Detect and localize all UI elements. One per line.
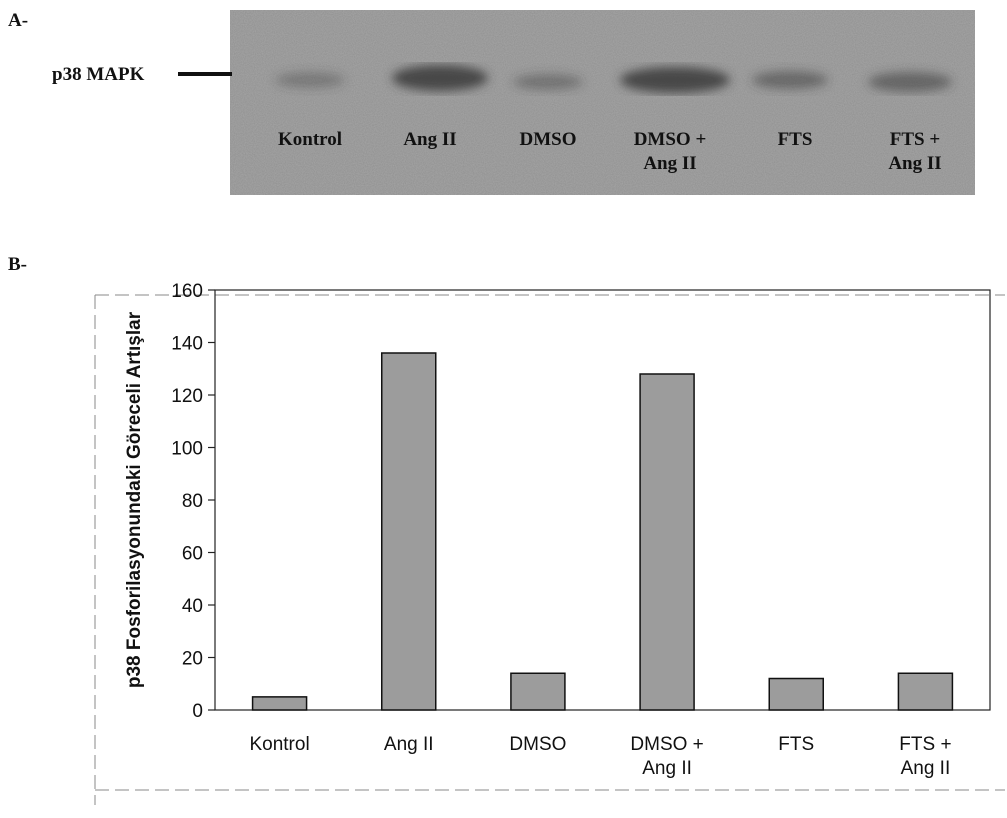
bar: [511, 673, 565, 710]
x-tick-label: Kontrol: [249, 734, 309, 755]
y-tick-label: 0: [192, 701, 203, 722]
bar: [769, 679, 823, 711]
blot-marker: p38 MAPK: [52, 64, 145, 85]
y-tick-label: 40: [182, 596, 203, 617]
bar: [898, 673, 952, 710]
bar: [253, 697, 307, 710]
panel-label: A-: [8, 10, 28, 31]
lane-label: Ang II: [403, 129, 456, 150]
y-tick-label: 20: [182, 649, 203, 670]
lane-label: Kontrol: [278, 129, 342, 150]
y-tick-label: 60: [182, 544, 203, 565]
plot-frame: [215, 290, 990, 710]
x-tick-label: FTS +Ang II: [899, 734, 951, 779]
panel-label: B-: [8, 254, 27, 275]
lane-label: FTS: [778, 129, 813, 150]
y-tick-label: 100: [171, 439, 203, 460]
blot-texture: [230, 10, 975, 195]
lane-label: DMSO: [520, 129, 577, 150]
y-tick-label: 120: [171, 386, 203, 407]
y-tick-label: 80: [182, 491, 203, 512]
panel-border: [95, 295, 1005, 805]
figure: A- p38 MAPK B- p38 Fosforilasyonundaki G…: [0, 0, 1007, 818]
x-tick-label: DMSO +Ang II: [630, 734, 703, 779]
bar: [382, 353, 436, 710]
x-tick-label: Ang II: [384, 734, 434, 755]
bar: [640, 374, 694, 710]
y-tick-label: 140: [171, 334, 203, 355]
x-tick-label: FTS: [778, 734, 814, 755]
x-tick-label: DMSO: [509, 734, 566, 755]
y-axis-title: p38 Fosforilasyonundaki Göreceli Artışla…: [124, 311, 145, 688]
y-tick-label: 160: [171, 281, 203, 302]
